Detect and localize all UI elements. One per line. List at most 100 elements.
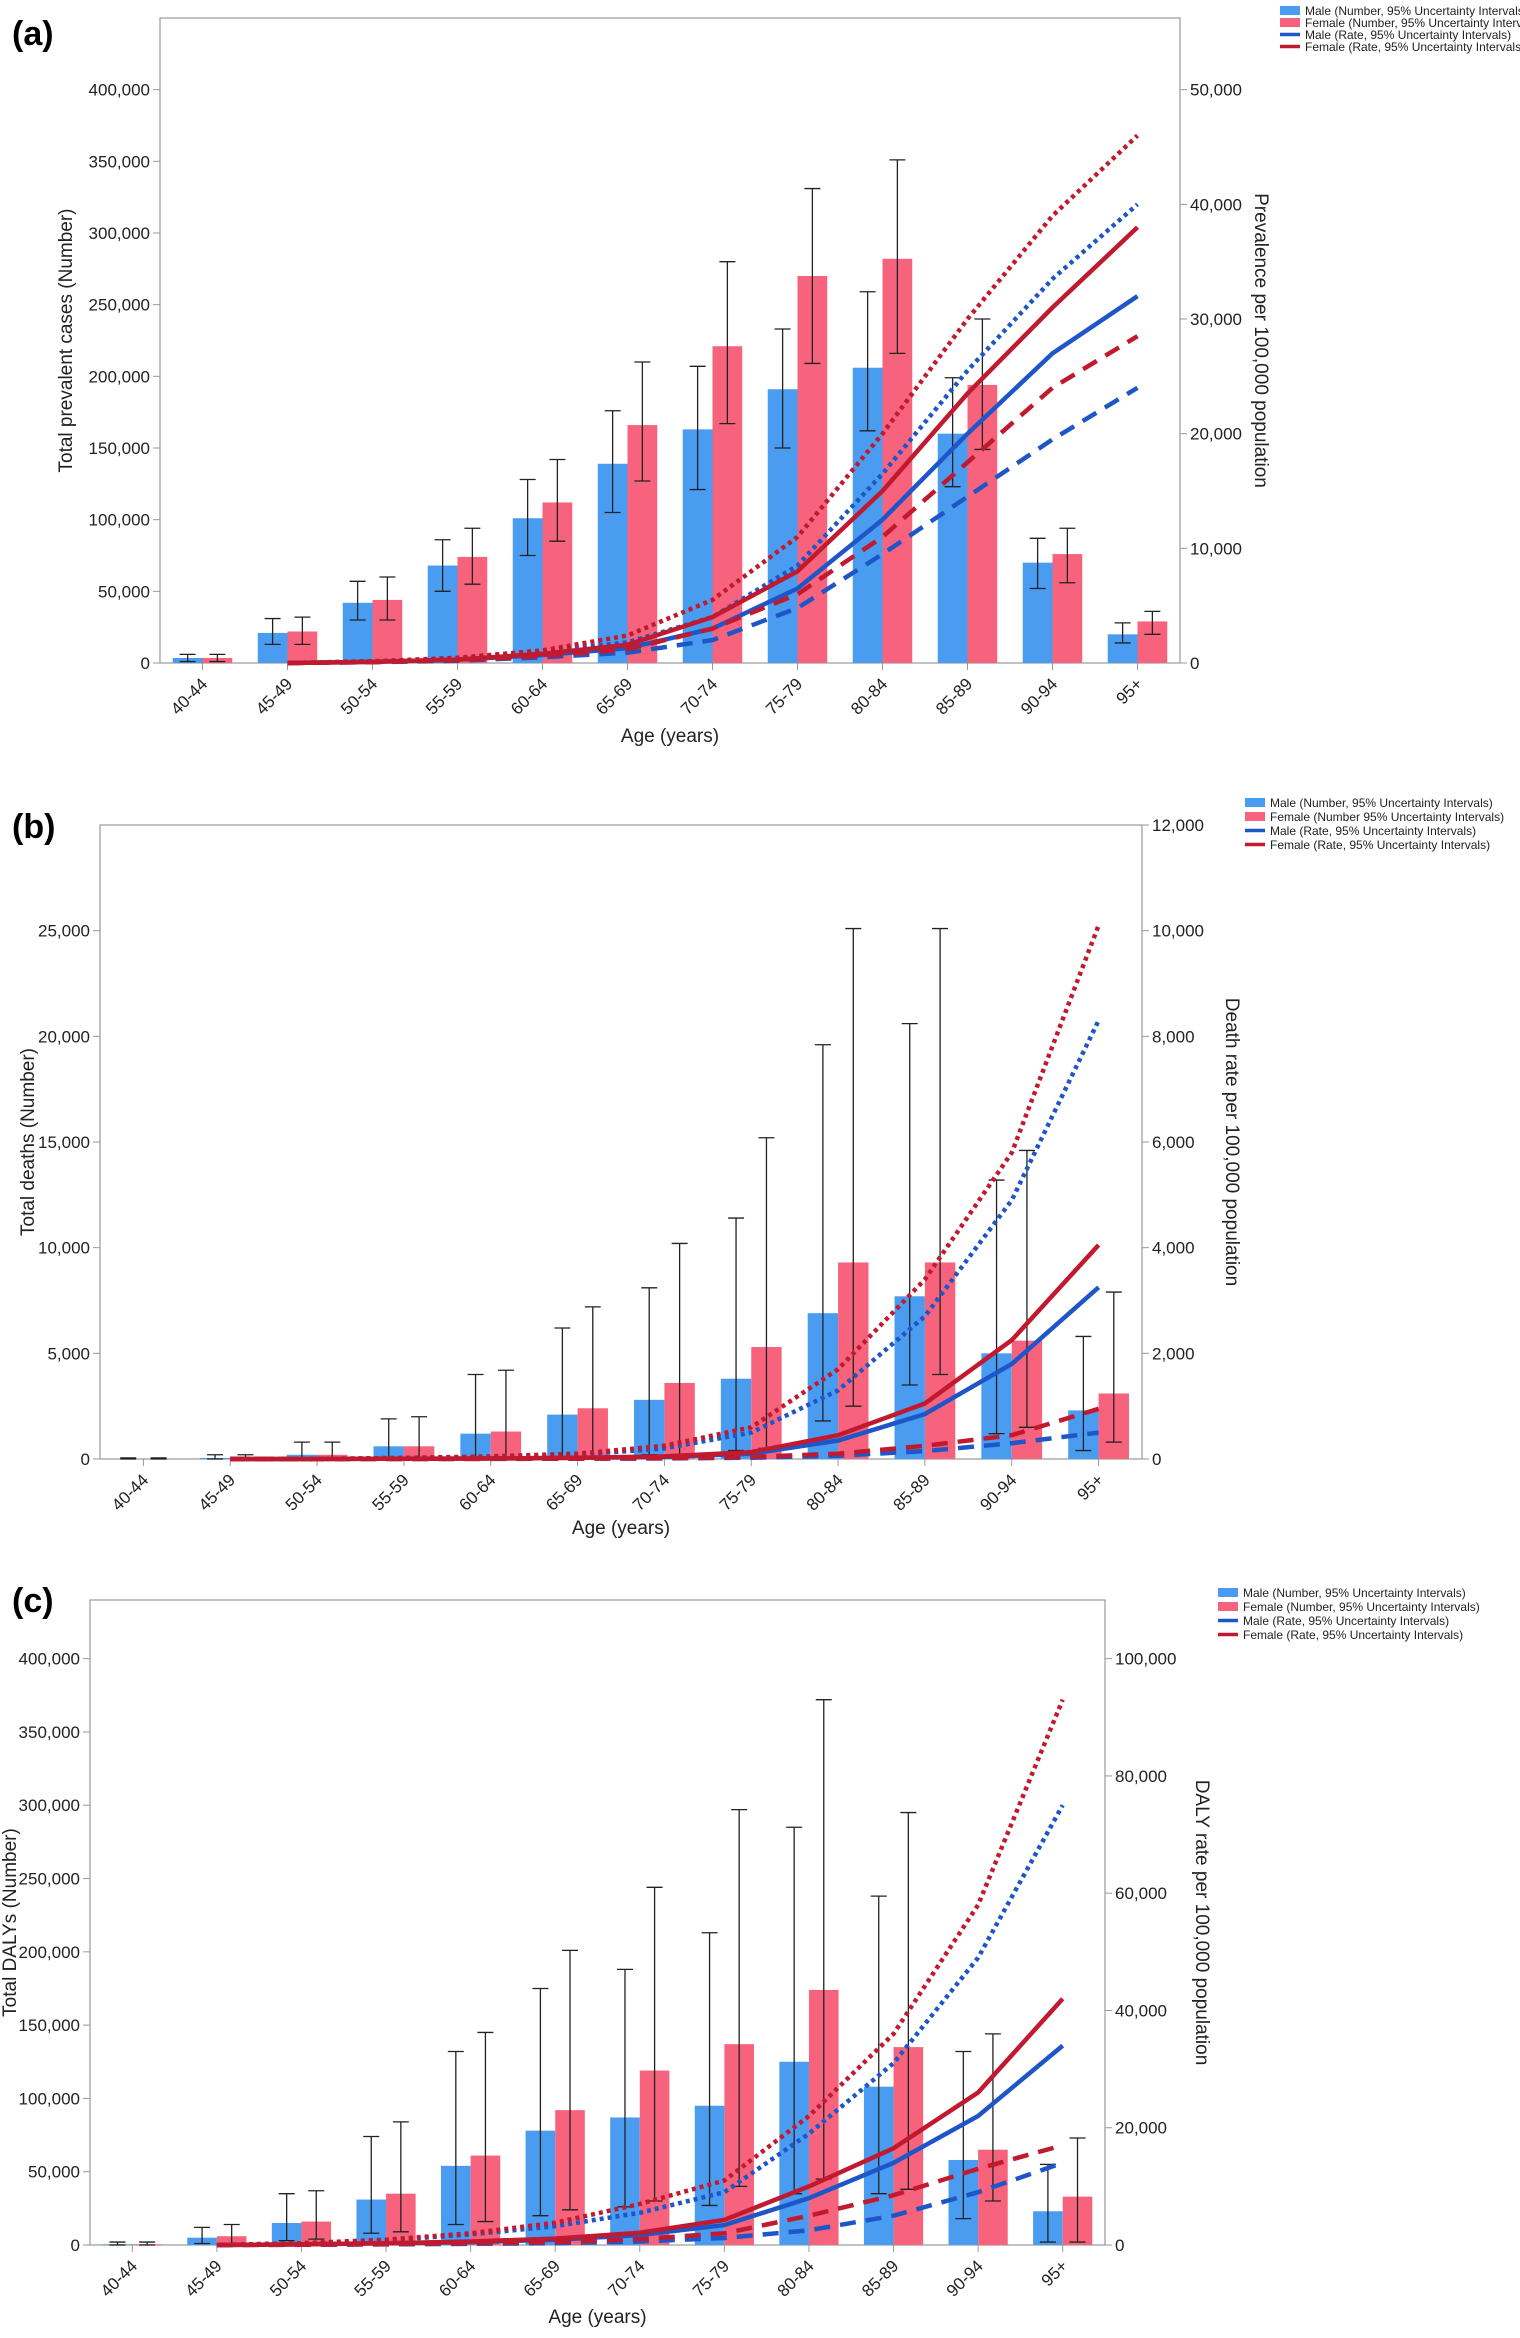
female-error-bar [1069,2137,1086,2243]
y-axis-title: Total prevalent cases (Number) [56,209,77,473]
x-tick-label: 85-89 [932,674,976,718]
legend-swatch [1245,812,1265,821]
y2-tick-label: 2,000 [1152,1344,1195,1363]
female-error-bar [1144,610,1161,635]
plot-frame [159,17,1181,664]
y-tick-label: 400,000 [89,81,150,100]
y2-tick-label: 10,000 [1190,539,1242,558]
female-error-bar [150,1457,167,1460]
y-tick-label: 250,000 [19,1870,80,1889]
female-error-bar [889,159,906,355]
y-tick-label: 100,000 [19,2089,80,2108]
female-error-bar [379,576,396,621]
x-tick-label: 95+ [1038,2256,1072,2290]
x-axis-title: Age (years) [548,2307,646,2328]
y2-tick-label: 12,000 [1152,816,1204,835]
y-tick-label: 200,000 [89,367,150,386]
legend-label: Female (Number, 95% Uncertainty Interval… [1243,1600,1480,1614]
male-error-bar [194,2226,211,2245]
male-error-bar [604,410,621,514]
male-error-bar [120,1457,137,1460]
female-error-bar [634,361,651,482]
legend-swatch [1280,18,1300,27]
y-tick-label: 400,000 [19,1650,80,1669]
plot-frame [89,1599,1106,2246]
error-bars [179,159,1161,663]
female-error-bar [294,616,311,646]
female-error-bar [984,2033,1001,2202]
x-tick-label: 50-54 [266,2256,310,2300]
panel-label: (b) [12,808,55,846]
panel-label: (c) [12,1582,54,1620]
female-rate-upper-line [230,924,1101,1462]
y2-tick-label: 20,000 [1115,2119,1167,2138]
x-tick-label: 75-79 [716,1470,760,1514]
male-error-bar [447,2050,464,2226]
female-rate-upper-line [216,1698,1065,2248]
legend-label: Female (Number 95% Uncertainty Intervals… [1270,810,1504,824]
male-error-bar [774,328,791,449]
y2-tick-label: 60,000 [1115,1884,1167,1903]
legend-label: Female (Rate, 95% Uncertainty Intervals) [1243,1628,1463,1642]
female-error-bar [932,927,949,1376]
male-error-bar [349,580,366,621]
legend-label: Male (Number, 95% Uncertainty Intervals) [1243,1586,1466,1600]
female-error-bar [719,261,736,425]
legend: Male (Number, 95% Uncertainty Intervals)… [1245,796,1504,852]
legend-label: Male (Rate, 95% Uncertainty Intervals) [1305,28,1511,42]
rate-lines [287,133,1140,666]
male-error-bar [870,1895,887,2195]
x-tick-label: 95+ [1074,1470,1108,1504]
y-axis-title: Total deaths (Number) [18,1048,39,1236]
x-tick-label: 65-69 [592,674,636,718]
legend-label: Male (Number, 95% Uncertainty Intervals) [1305,4,1520,18]
x-axis-title: Age (years) [572,1518,670,1539]
x-tick-label: 90-94 [943,2256,987,2300]
male-error-bar [532,1987,549,2217]
x-tick-label: 55-59 [351,2256,395,2300]
x-tick-label: 80-84 [774,2256,818,2300]
y-tick-label: 0 [141,654,150,673]
y-tick-label: 0 [81,1450,90,1469]
legend-label: Female (Number, 95% Uncertainty Interval… [1305,16,1520,30]
female-rate-line [230,1243,1101,1462]
female-error-bar [1018,1149,1035,1428]
y2-tick-label: 80,000 [1115,1767,1167,1786]
male-error-bar [944,377,961,488]
female-error-bar [1059,527,1076,584]
y-tick-label: 250,000 [89,296,150,315]
legend-swatch [1280,6,1300,15]
x-tick-label: 45-49 [182,2256,226,2300]
y2-axis-title: DALY rate per 100,000 population [1191,1780,1212,2066]
bars [113,1262,1129,1459]
x-tick-label: 50-54 [337,674,381,718]
male-error-bar [1029,537,1046,590]
y2-tick-label: 0 [1152,1450,1161,1469]
x-tick-label: 80-84 [803,1470,847,1514]
x-tick-label: 80-84 [847,674,891,718]
x-tick-label: 60-64 [507,674,551,718]
y2-tick-label: 20,000 [1190,425,1242,444]
female-error-bar [1105,1291,1122,1443]
female-error-bar [804,187,821,365]
y2-tick-label: 40,000 [1190,195,1242,214]
female-rate-upper-line [287,133,1140,666]
y2-tick-label: 0 [1190,654,1199,673]
y-tick-label: 100,000 [89,511,150,530]
y-tick-label: 150,000 [19,2016,80,2035]
female-error-bar [464,527,481,585]
x-tick-label: 95+ [1112,674,1146,708]
x-tick-label: 40-44 [108,1470,152,1514]
x-tick-label: 65-69 [542,1470,586,1514]
female-rate-line [287,225,1140,666]
x-tick-label: 65-69 [520,2256,564,2300]
y-axis-title: Total DALYs (Number) [0,1828,21,2017]
chart-panel-0: (a) 0 50,000 100,000 150,000 200,000 250,000 30… [12,4,1520,747]
male-error-bar [1075,1335,1092,1452]
y-tick-label: 15,000 [38,1133,90,1152]
y2-tick-label: 10,000 [1152,922,1204,941]
y2-tick-label: 100,000 [1115,1650,1176,1669]
male-error-bar [434,539,451,592]
male-error-bar [109,2241,126,2246]
